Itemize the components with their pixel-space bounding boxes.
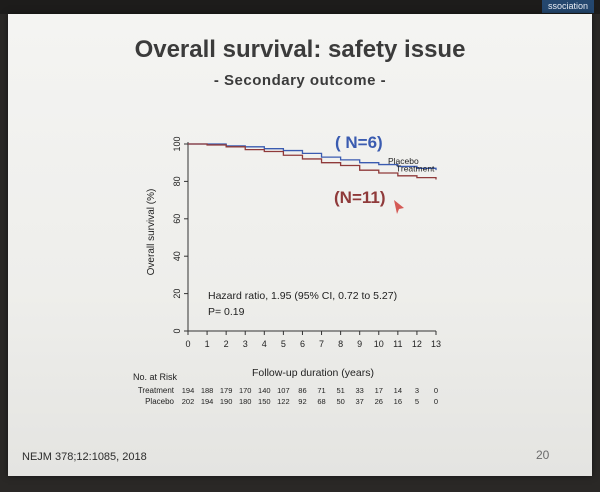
slide-subtitle: - Secondary outcome - [213,72,387,89]
risk-cell: 17 [375,386,383,395]
risk-cell: 170 [239,386,252,395]
risk-cell: 26 [375,397,383,406]
risk-cell: 202 [182,397,195,406]
y-axis-label: Overall survival (%) [146,189,157,276]
risk-cell: 0 [434,397,438,406]
risk-cell: 194 [201,397,214,406]
risk-row-label: Treatment [138,386,175,395]
screen-bezel [0,0,600,14]
treatment-events-annotation: (N=11) [334,188,386,207]
y-tick-label: 40 [172,251,182,261]
y-tick-label: 60 [172,214,182,224]
y-tick-label: 0 [172,328,182,333]
series-label-treatment: Treatment [396,164,435,174]
risk-cell: 140 [258,386,271,395]
slide-title: Overall survival: safety issue [134,36,466,63]
risk-table: No. at Risk Treatment 194 188 179 170 140 107 8… [133,372,438,406]
x-tick-label: 11 [393,339,402,349]
risk-cell: 194 [182,386,195,395]
risk-cell: 188 [201,386,214,395]
risk-cell: 68 [317,397,325,406]
x-tick-label: 5 [281,339,286,349]
y-tick-label: 80 [172,176,182,186]
risk-cell: 51 [336,386,344,395]
y-tick-label: 100 [172,136,182,151]
hazard-ratio-text: Hazard ratio, 1.95 (95% CI, 0.72 to 5.27… [208,290,397,302]
corner-label: ssociation [541,0,594,13]
x-tick-label: 4 [262,339,267,349]
risk-cell: 180 [239,397,252,406]
x-tick-label: 9 [357,339,362,349]
x-tick-label: 12 [412,339,422,349]
cursor-arrow-icon [394,200,404,214]
p-value-text: P= 0.19 [208,306,245,318]
x-tick-label: 7 [319,339,324,349]
x-tick-label: 13 [431,339,441,349]
series-line-placebo [188,143,437,171]
x-tick-label: 8 [338,339,343,349]
risk-cell: 0 [434,386,438,395]
slide: Overall survival: safety issue - Seconda… [8,14,592,476]
risk-cell: 190 [220,397,233,406]
risk-cell: 122 [277,397,290,406]
risk-cell: 37 [356,397,364,406]
risk-cell: 150 [258,397,271,406]
series-label-placebo: Placebo [388,156,419,166]
series-line-treatment [188,143,437,180]
slide-number: 20 [536,448,550,462]
y-tick-label: 20 [172,289,182,299]
risk-cell: 179 [220,386,233,395]
risk-cell: 14 [394,386,402,395]
risk-cell: 33 [356,386,364,395]
risk-cell: 71 [317,386,325,395]
risk-cell: 16 [394,397,402,406]
risk-cell: 92 [298,397,306,406]
risk-row-label: Placebo [145,397,174,406]
risk-cell: 50 [336,397,344,406]
x-axis-label: Follow-up duration (years) [252,367,374,379]
x-tick-label: 2 [224,339,229,349]
x-tick-label: 6 [300,339,305,349]
x-tick-label: 1 [205,339,210,349]
risk-cell: 86 [298,386,306,395]
risk-cell: 107 [277,386,290,395]
x-tick-label: 0 [185,339,190,349]
x-tick-label: 10 [374,339,384,349]
citation: NEJM 378;12:1085, 2018 [22,451,147,463]
risk-cell: 5 [415,397,419,406]
placebo-events-annotation: ( N=6) [335,133,383,152]
x-tick-label: 3 [243,339,248,349]
risk-table-header: No. at Risk [133,372,178,382]
risk-cell: 3 [415,386,419,395]
